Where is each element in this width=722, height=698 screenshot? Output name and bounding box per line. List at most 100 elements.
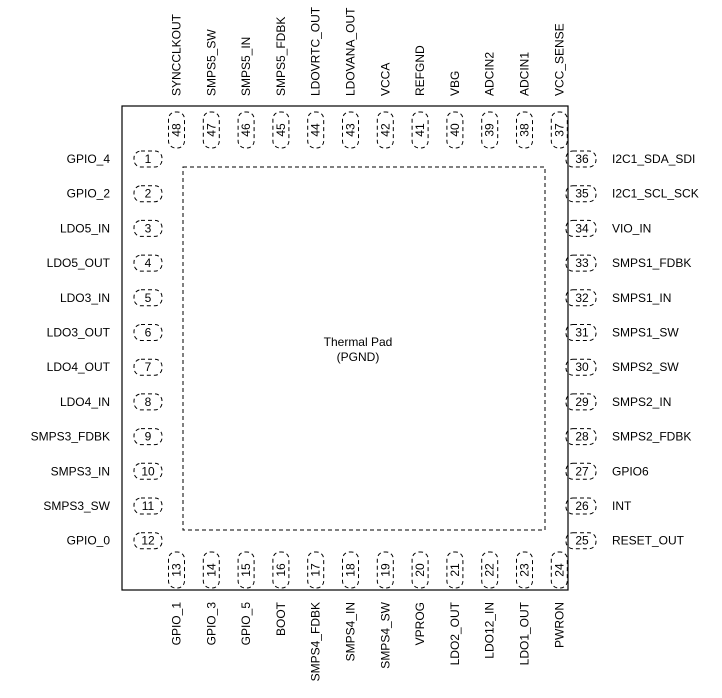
- pin-label: LDO5_IN: [60, 221, 110, 235]
- pin-label: SMPS2_IN: [612, 395, 671, 409]
- pin-12: 12 GPIO_0: [67, 532, 163, 550]
- pin-20: 20 VPROG: [411, 551, 429, 645]
- pin-11: 11 SMPS3_SW: [43, 497, 163, 515]
- pin-4: 4 LDO5_OUT: [47, 254, 163, 272]
- pin-number: 27: [575, 464, 589, 478]
- pin-47: 47 SMPS5_SW: [202, 29, 220, 149]
- pin-number: 45: [274, 123, 288, 137]
- pin-number: 42: [378, 123, 392, 137]
- pin-number: 36: [575, 152, 589, 166]
- pin-label: SMPS3_IN: [51, 464, 110, 478]
- pin-24: 24 PWRON: [550, 551, 568, 648]
- pin-pad: [133, 497, 163, 515]
- pin-42: 42 VCCA: [376, 63, 394, 149]
- pin-5: 5 LDO3_IN: [60, 289, 163, 307]
- pin-number: 5: [145, 291, 152, 305]
- pin-8: 8 LDO4_IN: [60, 393, 163, 411]
- pin-number: 38: [518, 123, 532, 137]
- pin-pad: [446, 551, 464, 589]
- pin-number: 4: [145, 256, 152, 270]
- pin-pad: [481, 551, 499, 589]
- pin-number: 31: [575, 326, 589, 340]
- pin-number: 30: [575, 360, 589, 374]
- pin-number: 43: [344, 123, 358, 137]
- thermal-pad-outline: [182, 166, 546, 531]
- pin-39: 39 ADCIN2: [481, 52, 499, 149]
- pin-number: 8: [145, 395, 152, 409]
- pin-36: 36 I2C1_SDA_SDI: [565, 150, 695, 168]
- pin-17: 17 SMPS4_FDBK: [307, 551, 325, 681]
- pin-pad: [168, 111, 185, 149]
- pin-pad: [133, 289, 163, 307]
- pin-number: 29: [575, 395, 589, 409]
- pin-7: 7 LDO4_OUT: [47, 358, 163, 376]
- pin-label: SMPS1_SW: [612, 326, 679, 340]
- pin-number: 47: [204, 123, 218, 137]
- pin-number: 34: [575, 221, 589, 235]
- pin-label: REFGND: [413, 45, 427, 96]
- pin-32: 32 SMPS1_IN: [565, 289, 671, 307]
- pin-pad: [133, 393, 163, 411]
- pin-label: SYNCCLKOUT: [170, 13, 184, 96]
- pin-pad: [376, 551, 394, 589]
- pin-number: 16: [274, 563, 288, 577]
- pin-label: GPIO_0: [67, 534, 111, 548]
- pin-pad: [133, 358, 163, 376]
- pin-label: INT: [612, 499, 632, 513]
- pin-pad: [133, 254, 163, 272]
- pin-label: LDO4_OUT: [47, 360, 111, 374]
- pin-number: 20: [413, 563, 427, 577]
- pin-label: SMPS4_SW: [378, 601, 392, 668]
- pin-3: 3 LDO5_IN: [60, 219, 163, 237]
- pin-label: VCCA: [378, 63, 392, 96]
- pin-number: 19: [378, 563, 392, 577]
- pin-13: 13 GPIO_1: [168, 551, 185, 646]
- pin-48: 48 SYNCCLKOUT: [168, 13, 185, 149]
- pin-45: 45 SMPS5_FDBK: [272, 17, 290, 149]
- pin-31: 31 SMPS1_SW: [565, 324, 679, 341]
- pin-pad: [565, 185, 597, 203]
- pin-label: LDO3_IN: [60, 291, 110, 305]
- pin-label: GPIO_4: [67, 152, 111, 166]
- pin-pad: [516, 111, 533, 149]
- pin-number: 1: [145, 152, 152, 166]
- pin-number: 48: [170, 123, 184, 137]
- pin-35: 35 I2C1_SCL_SCK: [565, 185, 699, 203]
- pin-number: 40: [448, 123, 462, 137]
- pin-pad: [133, 462, 163, 480]
- pin-number: 17: [309, 563, 323, 577]
- pin-label: LDOVANA_OUT: [344, 7, 358, 96]
- pin-22: 22 LDO12_IN: [481, 551, 499, 659]
- pin-number: 12: [141, 534, 155, 548]
- pin-27: 27 GPIO6: [565, 462, 649, 480]
- pin-label: LDO3_OUT: [47, 326, 111, 340]
- pin-label: GPIO6: [612, 464, 649, 478]
- pin-pad: [202, 551, 220, 589]
- pin-number: 32: [575, 291, 589, 305]
- pin-label: LDOVRTC_OUT: [309, 6, 323, 96]
- pin-label: GPIO_1: [170, 602, 184, 646]
- pin-pad: [565, 324, 597, 341]
- pin-label: LDO4_IN: [60, 395, 110, 409]
- pin-label: I2C1_SDA_SDI: [612, 152, 695, 166]
- pin-label: RESET_OUT: [612, 534, 685, 548]
- pin-pad: [565, 393, 597, 411]
- pin-21: 21 LDO2_OUT: [446, 551, 464, 665]
- pin-number: 14: [204, 563, 218, 577]
- pin-pad: [565, 462, 597, 480]
- pin-label: GPIO_3: [204, 602, 218, 646]
- pin-label: ADCIN2: [483, 52, 497, 96]
- pin-label: LDO5_OUT: [47, 256, 111, 270]
- pin-number: 22: [483, 563, 497, 577]
- pin-label: PWRON: [552, 602, 566, 648]
- pin-number: 7: [145, 360, 152, 374]
- pin-pad: [565, 428, 597, 446]
- pin-pad: [202, 111, 220, 149]
- pin-23: 23 LDO1_OUT: [516, 551, 533, 665]
- pin-pad: [133, 532, 163, 550]
- pin-pad: [565, 150, 597, 168]
- pin-number: 37: [552, 123, 566, 137]
- pin-41: 41 REFGND: [411, 45, 429, 149]
- pin-16: 16 BOOT: [272, 551, 290, 636]
- pin-14: 14 GPIO_3: [202, 551, 220, 646]
